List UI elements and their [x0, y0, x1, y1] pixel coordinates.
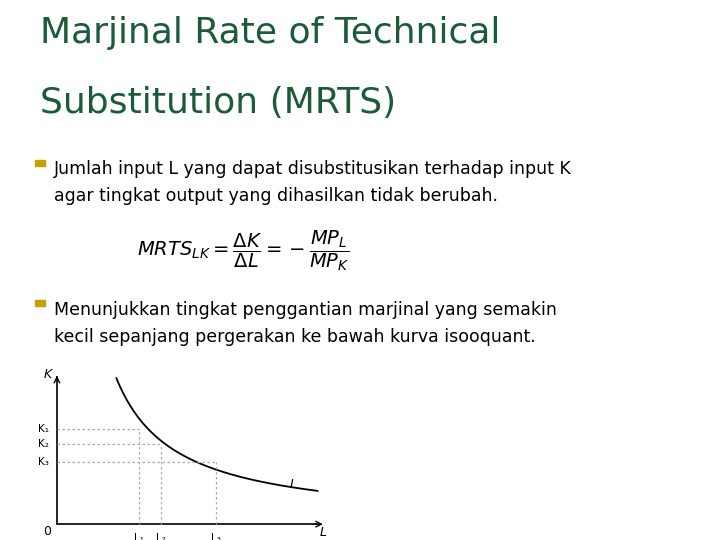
Bar	[35, 300, 45, 306]
Text: K: K	[43, 368, 51, 381]
Text: L₂: L₂	[156, 532, 166, 540]
Text: $\mathit{MRTS}_{LK} = \dfrac{\Delta K}{\Delta L} = -\dfrac{MP_L}{MP_K}$: $\mathit{MRTS}_{LK} = \dfrac{\Delta K}{\…	[137, 229, 349, 273]
Text: agar tingkat output yang dihasilkan tidak berubah.: agar tingkat output yang dihasilkan tida…	[54, 187, 498, 205]
Text: K₂: K₂	[38, 439, 49, 449]
Text: Marjinal Rate of Technical: Marjinal Rate of Technical	[40, 16, 500, 50]
Text: 0: 0	[43, 525, 51, 538]
Text: L₁: L₁	[134, 532, 144, 540]
Text: Jumlah input L yang dapat disubstitusikan terhadap input K: Jumlah input L yang dapat disubstitusika…	[54, 160, 572, 178]
Text: Substitution (MRTS): Substitution (MRTS)	[40, 86, 396, 120]
Text: L₃: L₃	[211, 532, 221, 540]
Bar	[35, 160, 45, 166]
Text: K₃: K₃	[38, 457, 49, 468]
Text: kecil sepanjang pergerakan ke bawah kurva isooquant.: kecil sepanjang pergerakan ke bawah kurv…	[54, 328, 536, 346]
Text: Menunjukkan tingkat penggantian marjinal yang semakin: Menunjukkan tingkat penggantian marjinal…	[54, 301, 557, 319]
Text: K₁: K₁	[37, 423, 49, 434]
Text: L: L	[320, 526, 326, 539]
Text: I: I	[290, 477, 294, 490]
